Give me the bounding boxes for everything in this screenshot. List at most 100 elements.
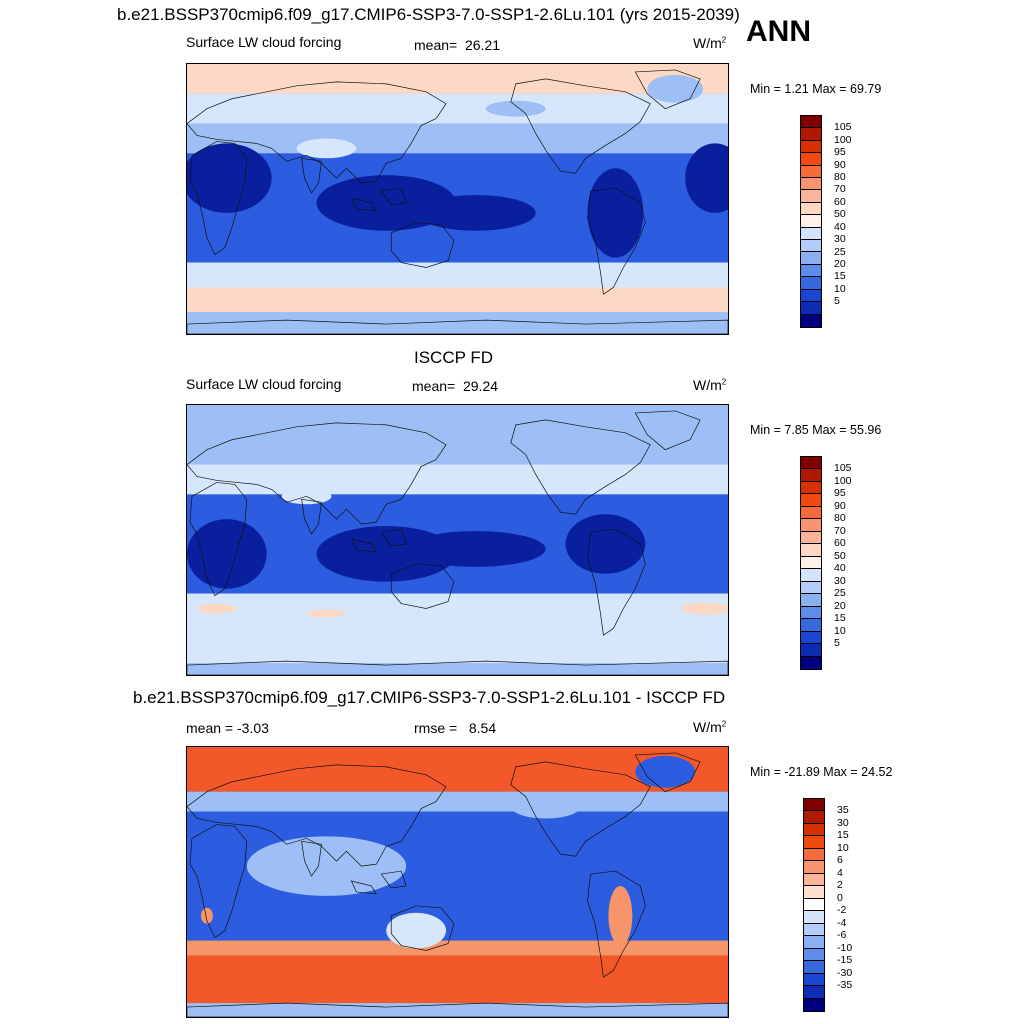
panel-diff-stat-value: 8.54 <box>468 720 497 736</box>
colorbar-tick-label: 6 <box>837 854 843 867</box>
colorbar-swatch <box>801 519 821 532</box>
panel-obs-range: Min = 7.85 Max = 55.96 <box>750 423 882 437</box>
colorbar-swatch <box>801 556 821 570</box>
coastline <box>510 761 651 857</box>
map-blob <box>510 794 581 819</box>
colorbar-swatch <box>804 836 824 849</box>
coastline <box>510 419 651 515</box>
colorbar-tick-label: -4 <box>837 916 847 929</box>
panel-obs-colorbar <box>800 456 822 670</box>
map-band <box>187 93 728 124</box>
map-band <box>187 663 728 675</box>
colorbar-tick-label: -10 <box>837 941 853 954</box>
map-blob <box>187 143 272 213</box>
coastline <box>187 1002 728 1017</box>
colorbar-swatch <box>801 469 821 482</box>
colorbar-tick-label: 80 <box>834 512 846 525</box>
colorbar-swatch <box>801 264 821 278</box>
colorbar-swatch <box>804 886 824 899</box>
colorbar-tick-label: 100 <box>834 474 852 487</box>
colorbar-tick-label: -15 <box>837 954 853 967</box>
colorbar-tick-label: 70 <box>834 524 846 537</box>
units-exponent: 2 <box>721 719 727 729</box>
colorbar-swatch <box>804 923 824 937</box>
colorbar-swatch <box>804 936 824 949</box>
coastline <box>587 870 646 978</box>
map-blob <box>680 602 728 615</box>
colorbar-swatch <box>801 481 821 495</box>
colorbar-tick-label: 25 <box>834 245 846 258</box>
coastline <box>187 764 447 867</box>
map-band <box>187 940 728 961</box>
units-base: W/m <box>693 719 722 735</box>
map-band <box>187 287 728 313</box>
panel-obs-units: W/m2 <box>693 378 726 392</box>
colorbar-tick-label: 90 <box>834 158 846 171</box>
colorbar-tick-label: 15 <box>834 270 846 283</box>
coastline <box>390 905 455 951</box>
panel-model-map <box>186 63 729 335</box>
colorbar-tick-label: 5 <box>834 295 840 308</box>
map-blob <box>587 168 644 258</box>
colorbar-swatch <box>801 506 821 520</box>
coastline <box>380 528 407 547</box>
map-band <box>187 405 728 465</box>
colorbar-swatch <box>801 656 821 669</box>
panel-obs-title: ISCCP FD <box>414 348 494 367</box>
colorbar-swatch <box>801 569 821 582</box>
colorbar-swatch <box>801 594 821 607</box>
colorbar-tick-label: 40 <box>834 562 846 575</box>
colorbar-tick-label: 2 <box>837 879 843 892</box>
colorbar-tick-label: 105 <box>834 462 852 475</box>
colorbar-swatch <box>801 178 821 191</box>
colorbar-swatch <box>804 873 824 887</box>
colorbar-swatch <box>804 799 824 812</box>
colorbar-tick-label: 70 <box>834 183 846 196</box>
map-blob <box>485 100 546 117</box>
coastline <box>187 660 728 675</box>
panel-diff-title: b.e21.BSSP370cmip6.f09_g17.CMIP6-SSP3-7.… <box>133 688 726 707</box>
panel-diff-units: W/m2 <box>693 720 726 734</box>
panel-obs-variable: Surface LW cloud forcing <box>186 376 342 392</box>
map-blob <box>246 836 407 896</box>
figure-title: b.e21.BSSP370cmip6.f09_g17.CMIP6-SSP3-7.… <box>117 5 740 24</box>
map-blob <box>685 143 728 213</box>
colorbar-tick-label: 90 <box>834 499 846 512</box>
panel-diff-stat: rmse = 8.54 <box>414 721 496 735</box>
panel-diff-range: Min = -21.89 Max = 24.52 <box>750 765 893 779</box>
colorbar-tick-label: 0 <box>837 891 843 904</box>
colorbar-swatch <box>801 153 821 166</box>
panel-model-units: W/m2 <box>693 36 726 50</box>
coastline <box>380 870 407 889</box>
coastline <box>350 538 377 553</box>
colorbar-swatch <box>801 606 821 620</box>
colorbar-tick-label: 60 <box>834 537 846 550</box>
colorbar-tick-label: -6 <box>837 929 847 942</box>
colorbar-tick-label: 30 <box>834 233 846 246</box>
units-base: W/m <box>693 35 722 51</box>
colorbar-tick-label: 80 <box>834 171 846 184</box>
panel-model-colorbar <box>800 115 822 328</box>
map-blob <box>647 74 704 103</box>
colorbar-tick-label: 10 <box>834 624 846 637</box>
map-blob <box>416 195 536 231</box>
colorbar-tick-label: 10 <box>837 841 849 854</box>
colorbar-swatch <box>801 544 821 557</box>
colorbar-swatch <box>801 531 821 545</box>
coastline <box>301 157 322 194</box>
colorbar-tick-label: 60 <box>834 195 846 208</box>
colorbar-tick-label: -35 <box>837 979 853 992</box>
obs-map-plot <box>187 405 728 675</box>
units-exponent: 2 <box>721 35 727 45</box>
coastline <box>510 78 651 174</box>
map-band <box>187 464 728 495</box>
colorbar-tick-label: 35 <box>837 804 849 817</box>
colorbar-swatch <box>804 811 824 824</box>
colorbar-swatch <box>801 252 821 265</box>
colorbar-tick-label: 95 <box>834 487 846 500</box>
colorbar-swatch <box>801 165 821 179</box>
colorbar-swatch <box>801 202 821 216</box>
colorbar-swatch <box>801 457 821 470</box>
coastline <box>350 197 377 212</box>
panel-model-range: Min = 1.21 Max = 69.79 <box>750 82 882 96</box>
